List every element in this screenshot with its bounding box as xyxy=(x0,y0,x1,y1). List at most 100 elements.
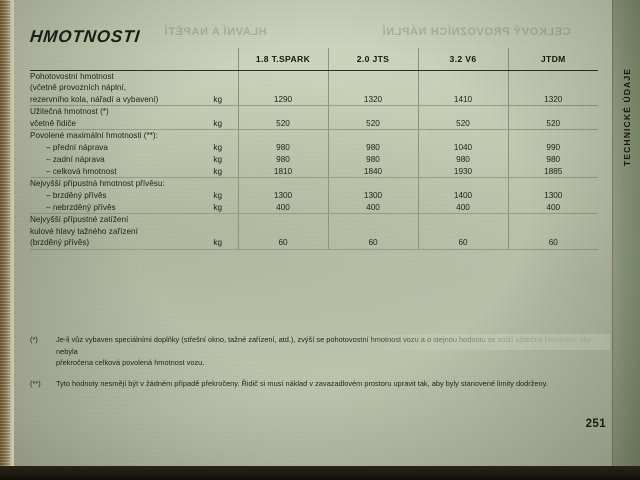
row-unit: kg xyxy=(198,165,238,178)
cell-value: 1320 xyxy=(507,93,598,106)
cell-value: 400 xyxy=(327,201,418,214)
cell-value: 60 xyxy=(507,237,598,250)
table-row: Povolené maximální hmotnosti (**): xyxy=(30,129,598,142)
cell-value: 980 xyxy=(327,141,418,154)
cell-blank xyxy=(237,129,328,142)
footnote-line-1: Tyto hodnoty nesmějí být v žádném případ… xyxy=(56,378,548,388)
row-label-line: včetně řidiče xyxy=(30,117,198,130)
column-header-2-0-jts: 2.0 JTS xyxy=(327,48,418,71)
cell-value: 60 xyxy=(327,237,418,250)
header-blank-label xyxy=(30,48,198,71)
table-row: – celková hmotnost kg 1810 1840 1930 188… xyxy=(30,165,598,178)
table-row: Užitečná hmotnost (*) xyxy=(30,105,598,118)
footnote-double-asterisk: (**) Tyto hodnoty nesmějí být v žádném p… xyxy=(30,378,610,390)
row-label-total-weight: – celková hmotnost xyxy=(30,165,198,178)
table-row: – zadní náprava kg 980 980 980 980 xyxy=(30,153,598,166)
cell-blank xyxy=(417,213,508,226)
footnote-line-1: Je-li vůz vybaven speciálními doplňky (s… xyxy=(56,335,592,356)
row-unit-blank xyxy=(198,106,238,118)
footnotes: (*) Je-li vůz vybaven speciálními doplňk… xyxy=(30,334,610,398)
cell-blank xyxy=(327,129,418,142)
table-row: (včetně provozních náplní, xyxy=(30,82,598,94)
row-group-heading: Nejvyšší přípustná hmotnost přívěsu: xyxy=(30,179,165,188)
cell-value: 1040 xyxy=(417,141,508,154)
cell-blank xyxy=(507,225,598,237)
row-label-unbraked-trailer: – nebrzděný přívěs xyxy=(30,201,198,214)
column-header-1-8-tspark: 1.8 T.SPARK xyxy=(237,48,328,71)
footnote-body: Tyto hodnoty nesmějí být v žádném případ… xyxy=(56,378,610,390)
table-header-row: 1.8 T.SPARK 2.0 JTS 3.2 V6 JTDM xyxy=(30,48,598,71)
footnote-line-2: překročena celková povolená hmotnost voz… xyxy=(56,358,205,367)
table-row: Nejvyšší přípustné zatížení xyxy=(30,213,598,226)
page-number: 251 xyxy=(585,418,606,430)
footnote-marker: (*) xyxy=(30,335,38,344)
row-label-text: – celková hmotnost xyxy=(46,166,117,176)
cell-value: 980 xyxy=(237,141,328,154)
row-unit-blank xyxy=(198,130,238,142)
cell-blank xyxy=(417,70,508,82)
bleed-through-text-right: CELKOVÝ PROVOZNÍCH NÁPLNÍ xyxy=(382,26,571,38)
cell-value: 400 xyxy=(237,201,328,214)
cell-blank xyxy=(327,82,418,94)
table-row: (brzděný přívěs) kg 60 60 60 60 xyxy=(30,237,598,250)
row-label-text: – přední náprava xyxy=(46,142,108,152)
row-unit: kg xyxy=(198,93,238,106)
cell-value: 1320 xyxy=(327,93,418,106)
row-unit: kg xyxy=(198,237,238,250)
row-unit: kg xyxy=(213,155,223,164)
cell-value: 520 xyxy=(507,117,598,130)
page-title: HMOTNOSTI xyxy=(29,27,142,46)
cell-value: 1930 xyxy=(417,165,508,178)
row-unit-blank xyxy=(198,178,238,190)
table-row: včetně řidiče kg 520 520 520 520 xyxy=(30,117,598,130)
cell-value: 1300 xyxy=(507,189,598,202)
cell-value: 1840 xyxy=(327,165,418,178)
cell-blank xyxy=(507,105,598,118)
row-unit-blank xyxy=(198,70,238,82)
cell-value: 400 xyxy=(417,201,508,214)
manual-page: HLAVNÍ A NAPĚTÍ CELKOVÝ PROVOZNÍCH NÁPLN… xyxy=(14,0,640,468)
cell-blank xyxy=(327,225,418,237)
cell-value: 400 xyxy=(507,201,598,214)
cell-value: 1400 xyxy=(417,189,508,202)
table-row: Pohotovostní hmotnost xyxy=(30,70,598,82)
row-unit: kg xyxy=(198,201,238,214)
cell-blank xyxy=(237,213,328,226)
cell-value: 520 xyxy=(417,117,508,130)
cell-blank xyxy=(237,70,328,82)
table-row: rezervního kola, nářadí a vybavení) kg 1… xyxy=(30,93,598,106)
row-unit: kg xyxy=(213,191,223,200)
cell-blank xyxy=(237,82,328,94)
row-label-text: – nebrzděný přívěs xyxy=(46,202,116,212)
cell-value: 980 xyxy=(327,153,418,166)
table-row: – brzděný přívěs kg 1300 1300 1400 1300 xyxy=(30,189,598,202)
row-unit-blank xyxy=(198,214,238,226)
cell-blank xyxy=(237,105,328,118)
row-unit-blank xyxy=(198,226,238,238)
cell-blank xyxy=(417,105,508,118)
cell-blank xyxy=(417,82,508,94)
table-row: – nebrzděný přívěs kg 400 400 400 400 xyxy=(30,201,598,214)
row-label-text: – brzděný přívěs xyxy=(46,190,107,200)
cell-value: 520 xyxy=(237,117,328,130)
cell-blank xyxy=(507,213,598,226)
row-unit-blank xyxy=(198,82,238,94)
cell-blank xyxy=(507,82,598,94)
cell-blank xyxy=(507,70,598,82)
column-header-jtdm: JTDM xyxy=(507,48,598,71)
desk-shadow xyxy=(0,466,640,480)
row-label-line: kulové hlavy tažného zařízení xyxy=(30,226,138,236)
specification-table: 1.8 T.SPARK 2.0 JTS 3.2 V6 JTDM Pohotovo… xyxy=(30,48,598,250)
cell-blank xyxy=(417,177,508,190)
cell-value: 1290 xyxy=(237,93,328,106)
row-label-rear-axle: – zadní náprava xyxy=(30,154,198,166)
cell-value: 980 xyxy=(417,153,508,166)
row-label-line: (včetně provozních náplní, xyxy=(30,83,127,92)
cell-blank xyxy=(417,225,508,237)
cell-value: 990 xyxy=(507,141,598,154)
table-row: kulové hlavy tažného zařízení xyxy=(30,225,598,238)
row-label-braked-trailer: – brzděný přívěs xyxy=(30,190,198,202)
cell-value: 1300 xyxy=(327,189,418,202)
bleed-through-text-left: HLAVNÍ A NAPĚTÍ xyxy=(164,26,267,38)
